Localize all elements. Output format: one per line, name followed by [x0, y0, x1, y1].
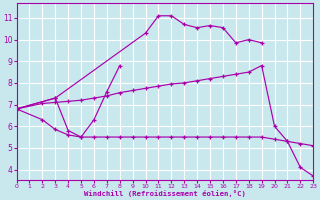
- X-axis label: Windchill (Refroidissement éolien,°C): Windchill (Refroidissement éolien,°C): [84, 190, 246, 197]
